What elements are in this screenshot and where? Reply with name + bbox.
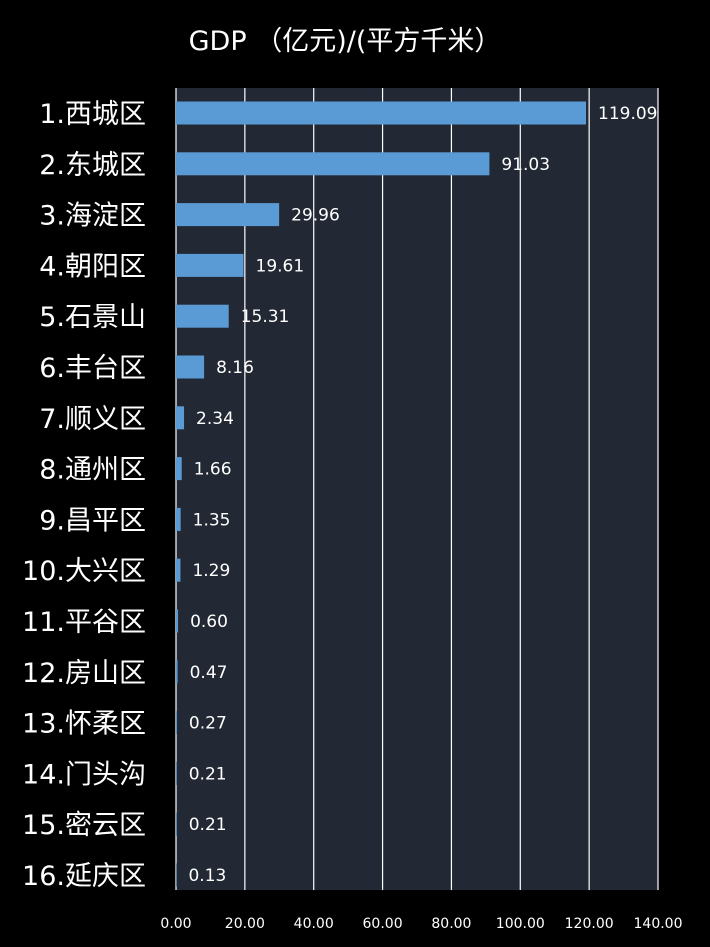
data-label: 0.60 [190,612,228,632]
x-tick-label: 60.00 [363,916,403,932]
bar [176,558,181,582]
x-tick-label: 80.00 [431,916,471,932]
category-label: 1.西城区 [39,99,146,130]
bar [176,609,179,633]
bar [176,406,185,430]
category-label: 2.东城区 [39,150,146,181]
data-label: 1.35 [193,510,231,530]
bar [176,304,229,328]
bar [176,507,181,531]
category-label: 7.顺义区 [39,404,146,435]
x-axis-ticks: 0.00 20.00 40.00 60.00 80.00 100.00 120.00 140.… [160,916,682,932]
x-tick-label: 120.00 [565,916,614,932]
category-label: 6.丰台区 [39,353,146,384]
category-label: 12.房山区 [22,658,146,689]
bar [176,203,280,227]
x-tick-label: 20.00 [225,916,265,932]
data-label: 15.31 [241,307,290,327]
bar [176,253,244,277]
data-label: 0.27 [189,714,227,734]
bar [176,457,182,481]
category-label: 14.门头沟 [22,759,146,790]
bar [176,711,177,735]
x-tick-label: 140.00 [634,916,683,932]
x-tick-label: 100.00 [496,916,545,932]
gridlines [175,88,659,890]
data-label: 0.21 [189,764,227,784]
x-tick-label: 40.00 [294,916,334,932]
category-label: 4.朝阳区 [39,251,146,282]
bar [176,355,205,379]
bar [176,812,177,836]
bar [176,101,587,125]
category-label: 16.延庆区 [22,861,146,892]
data-label: 0.21 [189,815,227,835]
data-label: 2.34 [196,409,234,429]
category-label: 13.怀柔区 [22,709,146,740]
category-label: 3.海淀区 [39,201,146,232]
data-label: 19.61 [256,256,305,276]
data-label: 8.16 [216,358,254,378]
category-label: 10.大兴区 [22,556,146,587]
data-label: 91.03 [501,155,550,175]
data-label: 0.47 [190,663,228,683]
category-label: 9.昌平区 [39,505,146,536]
data-label: 119.09 [598,104,657,124]
bars [176,101,587,887]
category-label: 8.通州区 [39,455,146,486]
bar [176,660,178,684]
data-label: 0.13 [188,866,226,886]
x-tick-label: 0.00 [160,916,191,932]
category-label: 15.密云区 [22,810,146,841]
category-label: 5.石景山 [39,302,146,333]
bar [176,152,490,176]
category-labels: 1.西城区 2.东城区 3.海淀区 4.朝阳区 5.石景山 6.丰台区 7.顺义区 8.通州区… [22,99,146,892]
data-label: 29.96 [291,206,340,226]
bar [176,761,177,785]
data-label: 1.29 [192,561,230,581]
chart-title: GDP （亿元)/(平方千米） [189,26,502,57]
value-labels: 119.09 91.03 29.96 19.61 15.31 8.16 2.34 1.66 1.… [188,104,657,886]
data-label: 1.66 [194,460,232,480]
category-label: 11.平谷区 [22,607,146,638]
